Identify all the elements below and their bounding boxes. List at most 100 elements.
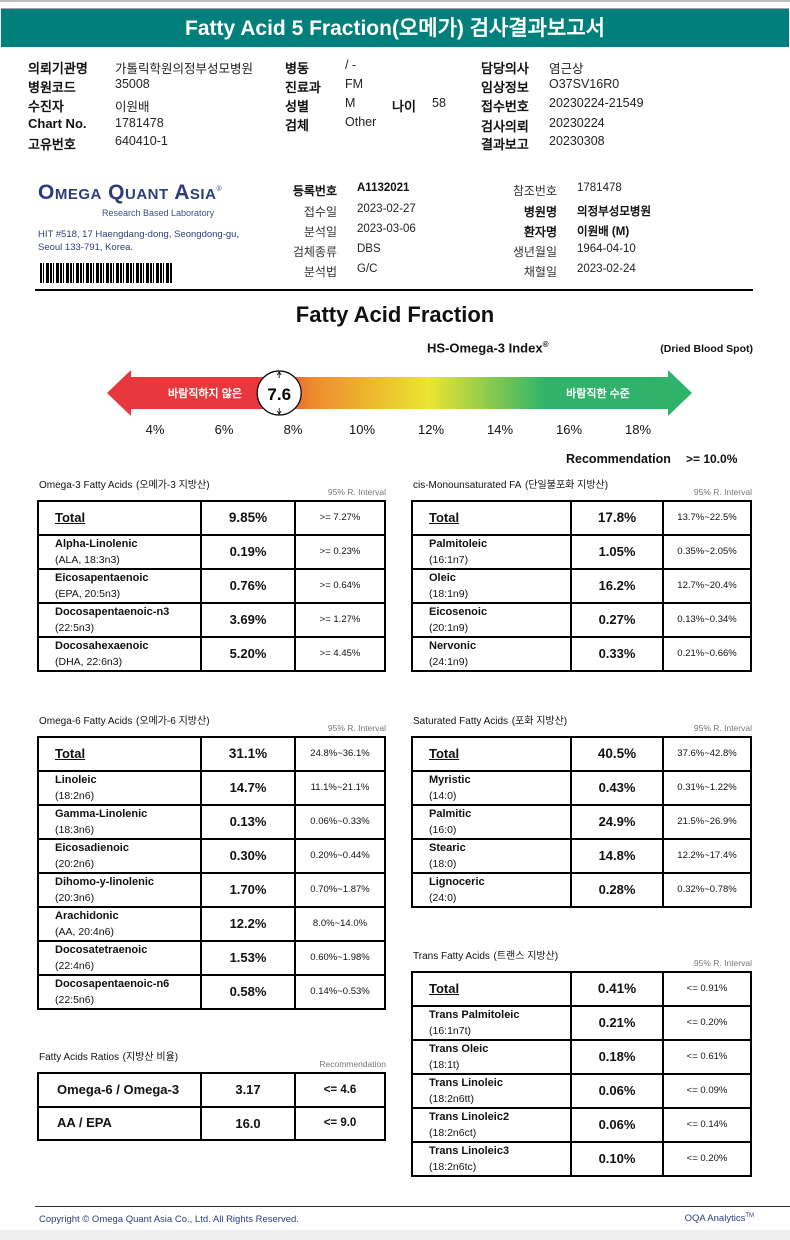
footer-divider	[35, 1206, 790, 1207]
ratios-section-title: Fatty Acids Ratios (지방산 비율)	[39, 1048, 178, 1063]
info-label: 고유번호	[28, 137, 76, 152]
lab-field-label: 환자명	[523, 225, 557, 239]
result-value: 0.06%	[570, 1072, 663, 1108]
fatty-acid-label: Total	[55, 509, 86, 525]
arrow-down-icon	[276, 408, 282, 415]
result-value: 0.19%	[200, 533, 295, 569]
table-row: Palmitoleic (16:1n7) 1.05% 0.35%~2.05%	[411, 533, 751, 569]
result-value: 3.69%	[200, 601, 295, 637]
gauge-tick-label: 8%	[283, 422, 303, 437]
lab-field-label: 참조번호	[512, 184, 557, 198]
table-row: Omega-6 / Omega-3 3.17 <= 4.6	[37, 1072, 385, 1107]
fatty-acid-code: (ALA, 18:3n3)	[55, 553, 120, 566]
result-value: 16.0	[200, 1105, 295, 1141]
fatty-acid-name: Stearic (18:0)	[411, 837, 571, 873]
table-row: Eicosenoic (20:1n9) 0.27% 0.13%~0.34%	[411, 601, 751, 637]
total-row: Total 17.8% 13.7%~22.5%	[411, 500, 751, 535]
result-value: 0.58%	[200, 973, 295, 1009]
divider	[35, 289, 753, 291]
reference-range: 13.7%~22.5%	[662, 500, 751, 535]
result-value: 31.1%	[200, 736, 295, 771]
fatty-acid-label: Eicosenoic	[429, 605, 488, 618]
mufa-section-title: cis-Monounsaturated FA (단일불포화 지방산)	[413, 476, 608, 491]
fatty-acid-label: Eicosapentaenoic	[55, 571, 149, 584]
fatty-acid-code: (22:5n6)	[55, 993, 95, 1006]
index-marker: 7.6	[256, 370, 302, 416]
table-row: Trans Linoleic (18:2n6tt) 0.06% <= 0.09%	[411, 1072, 751, 1108]
fatty-acid-name: Linoleic (18:2n6)	[37, 769, 201, 805]
info-label: 담당의사	[481, 61, 529, 76]
lab-address-2: Seoul 133-791, Korea.	[38, 242, 134, 253]
index-marker-circle	[256, 370, 302, 416]
table-row: Gamma-Linolenic (18:3n6) 0.13% 0.06%~0.33%	[37, 803, 385, 839]
fatty-acid-code: (20:3n6)	[55, 891, 95, 904]
lab-field-value: 의정부성모병원	[577, 206, 652, 218]
reference-range: 0.21%~0.66%	[662, 635, 751, 671]
fatty-acid-code: (14:0)	[429, 789, 457, 802]
gauge-tick-label: 6%	[214, 422, 234, 437]
fatty-acid-label: Stearic	[429, 841, 466, 854]
reference-range: <= 0.61%	[662, 1038, 751, 1074]
fatty-acid-code: (18:2n6ct)	[429, 1126, 477, 1139]
fatty-acid-label: Gamma-Linolenic	[55, 807, 148, 820]
interval-label: 95% R. Interval	[693, 487, 752, 497]
interval-label: 95% R. Interval	[693, 723, 752, 733]
fatty-acid-code: (18:3n6)	[55, 823, 95, 836]
fatty-acid-name: Nervonic (24:1n9)	[411, 635, 571, 671]
result-value: 0.76%	[200, 567, 295, 603]
result-value: 0.10%	[570, 1140, 663, 1176]
table-row: Linoleic (18:2n6) 14.7% 11.1%~21.1%	[37, 769, 385, 805]
section-title-text: Omega-3 Fatty Acids	[39, 480, 133, 491]
reference-range: 0.60%~1.98%	[294, 939, 385, 975]
index-value: 7.6	[267, 385, 291, 404]
reference-range: 0.70%~1.87%	[294, 871, 385, 907]
reference-range: 0.20%~0.44%	[294, 837, 385, 873]
info-value: 35008	[115, 77, 150, 91]
lab-tagline: Research Based Laboratory	[102, 208, 215, 218]
report-title: Fatty Acid Fraction	[295, 302, 495, 327]
section-subtitle: (오메가-6 지방산)	[136, 716, 210, 727]
fatty-acid-code: (16:0)	[429, 823, 457, 836]
lab-field-value: 2023-03-06	[357, 223, 416, 235]
fatty-acid-name: Docosapentaenoic-n3 (22:5n3)	[37, 601, 201, 637]
lab-field-value: DBS	[357, 243, 381, 255]
table-row: Nervonic (24:1n9) 0.33% 0.21%~0.66%	[411, 635, 751, 671]
reference-range: 0.35%~2.05%	[662, 533, 751, 569]
result-value: 0.41%	[570, 971, 663, 1006]
info-value: M	[345, 96, 356, 110]
fatty-acid-code: (18:1t)	[429, 1058, 460, 1071]
section-subtitle: (지방산 비율)	[122, 1052, 179, 1063]
lab-field-value: 1964-04-10	[577, 243, 636, 255]
lab-field-value: 1781478	[577, 182, 622, 194]
specimen-label: (Dried Blood Spot)	[660, 343, 753, 355]
recommendation-label: Recommendation	[566, 452, 671, 466]
table-row: AA / EPA 16.0 <= 9.0	[37, 1105, 385, 1141]
fatty-acid-code: (18:2n6tt)	[429, 1092, 474, 1105]
result-value: 24.9%	[570, 803, 663, 839]
footer-brand: OQA AnalyticsTM	[684, 1213, 754, 1225]
fatty-acid-label: Docosapentaenoic-n3	[55, 605, 170, 618]
result-value: 17.8%	[570, 500, 663, 535]
result-value: 0.28%	[570, 871, 663, 907]
reference-range: 12.7%~20.4%	[662, 567, 751, 603]
fatty-acid-code: (18:2n6tc)	[429, 1160, 477, 1173]
table-row: Eicosadienoic (20:2n6) 0.30% 0.20%~0.44%	[37, 837, 385, 873]
fatty-acid-name: Alpha-Linolenic (ALA, 18:3n3)	[37, 533, 201, 569]
fatty-acid-code: (24:1n9)	[429, 655, 469, 668]
fatty-acid-name: Docosahexaenoic (DHA, 22:6n3)	[37, 635, 201, 671]
result-value: 0.06%	[570, 1106, 663, 1142]
bottom-band	[0, 1230, 790, 1240]
gauge-tick-label: 18%	[624, 422, 652, 437]
info-value: 1781478	[115, 116, 164, 130]
result-value: 1.70%	[200, 871, 295, 907]
table-row: Alpha-Linolenic (ALA, 18:3n3) 0.19% >= 0.23…	[37, 533, 385, 569]
table-row: Lignoceric (24:0) 0.28% 0.32%~0.78%	[411, 871, 751, 907]
result-value: 9.85%	[200, 500, 295, 535]
table-row: Oleic (18:1n9) 16.2% 12.7%~20.4%	[411, 567, 751, 603]
reference-range: <= 0.20%	[662, 1140, 751, 1176]
fatty-acid-code: (20:2n6)	[55, 857, 95, 870]
gauge-high-label: 바람직한 수준	[566, 386, 630, 400]
fatty-acid-label: Omega-6 / Omega-3	[57, 1081, 180, 1097]
fatty-acid-name: Total	[411, 736, 571, 771]
info-label: 검사의뢰	[481, 119, 529, 134]
